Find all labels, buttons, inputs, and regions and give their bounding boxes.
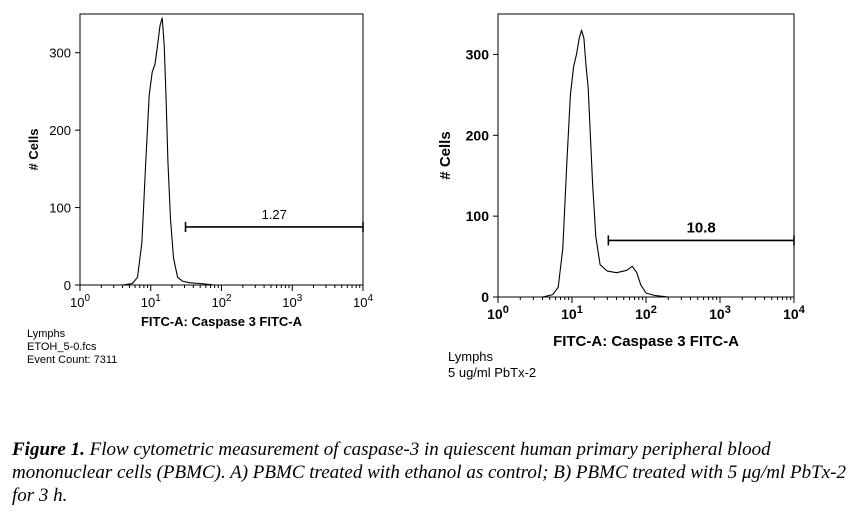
x-tick-label: 104 bbox=[353, 293, 373, 310]
y-tick-label: 200 bbox=[49, 123, 71, 138]
info-block-a: Lymphs ETOH_5-0.fcs Event Count: 7311 bbox=[27, 328, 117, 367]
x-tick-label: 101 bbox=[141, 293, 161, 310]
plot-frame bbox=[497, 13, 795, 298]
y-tick-label: 200 bbox=[466, 127, 490, 143]
y-tick-label: 300 bbox=[49, 46, 71, 61]
gate-percent-label: 1.27 bbox=[262, 207, 287, 222]
y-tick-label: 300 bbox=[466, 46, 490, 62]
x-axis-label: FITC-A: Caspase 3 FITC-A bbox=[141, 314, 303, 329]
x-axis-label: FITC-A: Caspase 3 FITC-A bbox=[553, 333, 739, 350]
histogram-curve bbox=[80, 17, 363, 286]
info-line: Lymphs bbox=[448, 349, 494, 364]
info-line: Lymphs bbox=[27, 328, 66, 340]
x-tick-label: 101 bbox=[561, 304, 583, 322]
x-tick-label: 102 bbox=[635, 304, 657, 322]
histogram-curve bbox=[498, 29, 794, 298]
caption-label: Figure 1. bbox=[12, 439, 85, 460]
info-line: ETOH_5-0.fcs bbox=[27, 341, 97, 353]
y-axis-label: # Cells bbox=[437, 131, 454, 179]
info-block-b: Lymphs 5 ug/ml PbTx-2 bbox=[448, 349, 536, 381]
info-line: Event Count: 7311 bbox=[27, 354, 118, 366]
info-line: 5 ug/ml PbTx-2 bbox=[448, 365, 537, 380]
x-tick-label: 100 bbox=[70, 293, 90, 310]
y-tick-label: 0 bbox=[64, 278, 71, 293]
plot-frame bbox=[79, 13, 364, 286]
x-tick-label: 103 bbox=[282, 293, 302, 310]
x-tick-label: 103 bbox=[709, 304, 731, 322]
y-tick-label: 0 bbox=[481, 289, 489, 305]
gate-percent-label: 10.8 bbox=[687, 219, 716, 236]
y-axis-label: # Cells bbox=[26, 129, 41, 171]
figure-caption: Figure 1. Flow cytometric measurement of… bbox=[12, 438, 852, 507]
x-tick-label: 100 bbox=[487, 304, 509, 322]
x-tick-label: 104 bbox=[783, 304, 806, 322]
x-tick-label: 102 bbox=[211, 293, 231, 310]
y-tick-label: 100 bbox=[49, 201, 71, 216]
caption-text: Flow cytometric measurement of caspase-3… bbox=[12, 439, 846, 506]
y-tick-label: 100 bbox=[466, 208, 490, 224]
